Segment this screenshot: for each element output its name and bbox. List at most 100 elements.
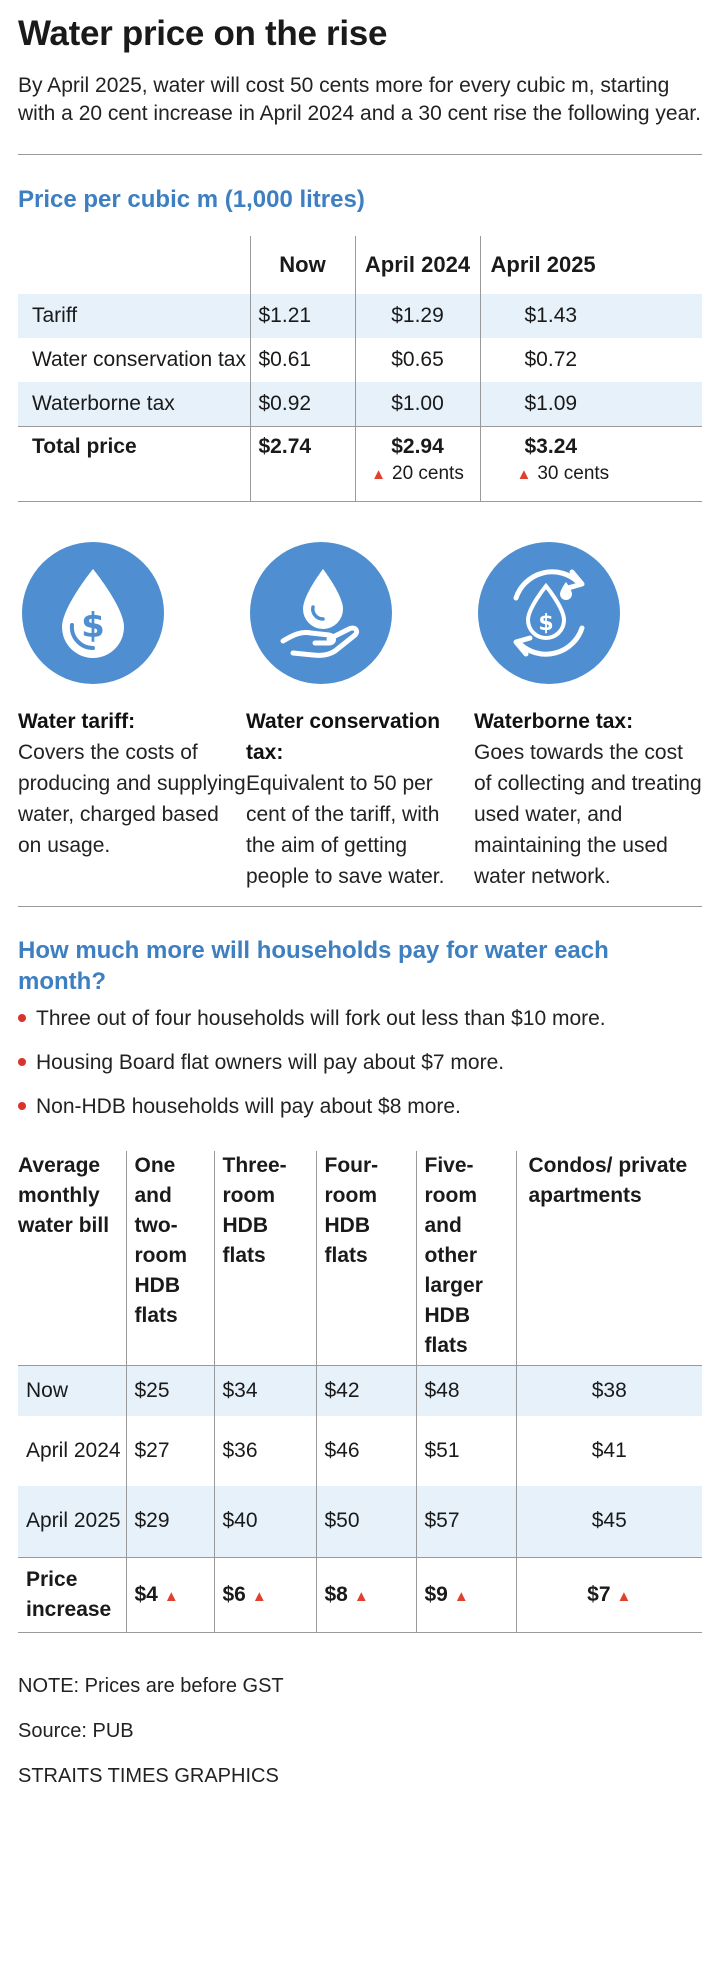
- cell-value: $0.72: [479, 338, 702, 382]
- cell-value: $38: [515, 1365, 702, 1416]
- cell-value: $0.65: [354, 338, 480, 382]
- row-label: Waterborne tax: [18, 382, 250, 427]
- icon-title: Water conservation tax:: [246, 710, 441, 764]
- credit: STRAITS TIMES GRAPHICS: [18, 1764, 279, 1787]
- intro-text: By April 2025, water will cost 50 cents …: [18, 74, 701, 125]
- price-table-title: Price per cubic m (1,000 litres): [18, 186, 365, 213]
- divider: [18, 906, 702, 907]
- increase-cell: $9 ▲: [415, 1557, 516, 1632]
- bill-row-now: Now $25 $34 $42 $48 $38: [18, 1365, 702, 1416]
- row-label: April 2024: [26, 1438, 121, 1462]
- svg-text:$: $: [538, 611, 553, 636]
- cell-value: $51: [415, 1415, 516, 1486]
- increase-cell: $8 ▲: [315, 1557, 416, 1632]
- icon-desc: Water tariff: Covers the costs of produc…: [18, 706, 246, 861]
- source: Source: PUB: [18, 1719, 134, 1742]
- tax-icons: $ Water tariff: Covers the costs of prod…: [18, 542, 702, 892]
- cell-value: $34: [213, 1365, 316, 1416]
- cell-value: $57: [415, 1485, 516, 1558]
- cell-value: $29: [125, 1485, 214, 1558]
- row-label: Water conservation tax: [32, 348, 246, 371]
- bullet-item: Three out of four households will fork o…: [18, 1005, 702, 1033]
- svg-text:$: $: [81, 606, 105, 646]
- page-title: Water price on the rise: [18, 14, 388, 53]
- bill-row-increase: Price increase $4 ▲ $6 ▲ $8 ▲ $9 ▲ $7 ▲: [18, 1557, 702, 1632]
- icon-tariff: $ Water tariff: Covers the costs of prod…: [18, 542, 246, 892]
- cell-value: $27: [125, 1415, 214, 1486]
- infographic: Water price on the rise By April 2025, w…: [18, 14, 702, 1788]
- up-arrow-icon: ▲: [353, 1587, 369, 1605]
- increase-value: $7: [587, 1582, 611, 1606]
- divider: [18, 501, 702, 502]
- bill-header-col: Five-room and other larger HDB flats: [415, 1151, 516, 1366]
- icon-conservation: Water conservation tax: Equivalent to 50…: [246, 542, 474, 892]
- cell-value: $45: [515, 1485, 702, 1558]
- icon-text: Goes towards the cost of collecting and …: [474, 741, 702, 888]
- bill-header-col: Condos/ private apartments: [515, 1151, 702, 1366]
- icon-waterborne: $ Waterborne tax: Goes towards the cost …: [474, 542, 702, 892]
- cell-value: $36: [213, 1415, 316, 1486]
- recycle-water-dollar-icon: $: [478, 542, 620, 684]
- water-drop-dollar-icon: $: [22, 542, 164, 684]
- cell-value: $1.21: [249, 294, 355, 338]
- icon-title: Waterborne tax:: [474, 710, 634, 733]
- increase-value: $6: [222, 1582, 246, 1606]
- cell-value: $1.29: [354, 294, 480, 338]
- increase-value: 30 cents: [537, 463, 610, 484]
- total-value: $3.24: [524, 435, 578, 458]
- divider: [18, 154, 702, 155]
- bill-header-col: One and two-room HDB flats: [125, 1151, 214, 1366]
- bullet-item: Non-HDB households will pay about $8 mor…: [18, 1093, 702, 1121]
- row-label: April 2025: [18, 1485, 126, 1558]
- cell-value: $1.00: [354, 382, 480, 427]
- hand-water-drop-icon: [250, 542, 392, 684]
- total-cell-apr2025: $3.24 ▲ 30 cents: [479, 426, 702, 501]
- total-value: $2.94: [391, 435, 444, 458]
- increase-value: 20 cents: [392, 463, 464, 484]
- households-title: How much more will households pay for wa…: [18, 937, 609, 995]
- row-label: Total price: [18, 426, 250, 501]
- bill-header-col: Three-room HDB flats: [213, 1151, 316, 1366]
- icon-desc: Water conservation tax: Equivalent to 50…: [246, 706, 474, 892]
- increase-cell: $6 ▲: [213, 1557, 316, 1632]
- cell-value: $48: [415, 1365, 516, 1416]
- increase-cell: $7 ▲: [515, 1557, 702, 1632]
- cell-value: $46: [315, 1415, 416, 1486]
- price-row-waterborne: Waterborne tax $0.92 $1.00 $1.09: [18, 382, 702, 427]
- price-row-conservation: Water conservation tax $0.61 $0.65 $0.72: [18, 338, 702, 382]
- price-header-now: Now: [249, 236, 355, 294]
- increase-value: $4: [134, 1582, 158, 1606]
- up-arrow-icon: ▲: [453, 1587, 469, 1605]
- cell-value: $42: [315, 1365, 416, 1416]
- cell-value: $25: [125, 1365, 214, 1416]
- up-arrow-icon: ▲: [371, 466, 387, 483]
- up-arrow-icon: ▲: [251, 1587, 267, 1605]
- row-label: Price increase: [18, 1557, 126, 1632]
- cell-value: $41: [515, 1415, 702, 1486]
- total-cell-apr2024: $2.94 ▲ 20 cents: [354, 426, 480, 501]
- price-row-tariff: Tariff $1.21 $1.29 $1.43: [18, 294, 702, 338]
- icon-text: Covers the costs of producing and supply…: [18, 741, 246, 857]
- price-header-apr2025: April 2025: [479, 236, 702, 294]
- cell-value: $0.92: [249, 382, 355, 427]
- row-label: Now: [18, 1365, 126, 1416]
- icon-text: Equivalent to 50 per cent of the tariff,…: [246, 772, 445, 888]
- footnotes: NOTE: Prices are before GST Source: PUB …: [18, 1675, 702, 1788]
- price-header-apr2024: April 2024: [354, 236, 480, 294]
- up-arrow-icon: ▲: [616, 1587, 632, 1605]
- price-header-blank: [18, 236, 250, 294]
- up-arrow-icon: ▲: [516, 466, 532, 483]
- bill-row-apr2024: April 2024 $27 $36 $46 $51 $41: [18, 1415, 702, 1486]
- increase-value: $8: [324, 1582, 348, 1606]
- cell-value: $0.61: [249, 338, 355, 382]
- bill-header-col: Four-room HDB flats: [315, 1151, 416, 1366]
- total-value: $2.74: [249, 426, 355, 501]
- bill-header-label: Average monthly water bill: [18, 1154, 110, 1237]
- note: NOTE: Prices are before GST: [18, 1674, 284, 1697]
- cell-value: $40: [213, 1485, 316, 1558]
- cell-value: $1.43: [479, 294, 702, 338]
- row-label: Tariff: [18, 294, 250, 338]
- up-arrow-icon: ▲: [163, 1587, 179, 1605]
- increase-value: $9: [424, 1582, 448, 1606]
- divider: [18, 1631, 702, 1633]
